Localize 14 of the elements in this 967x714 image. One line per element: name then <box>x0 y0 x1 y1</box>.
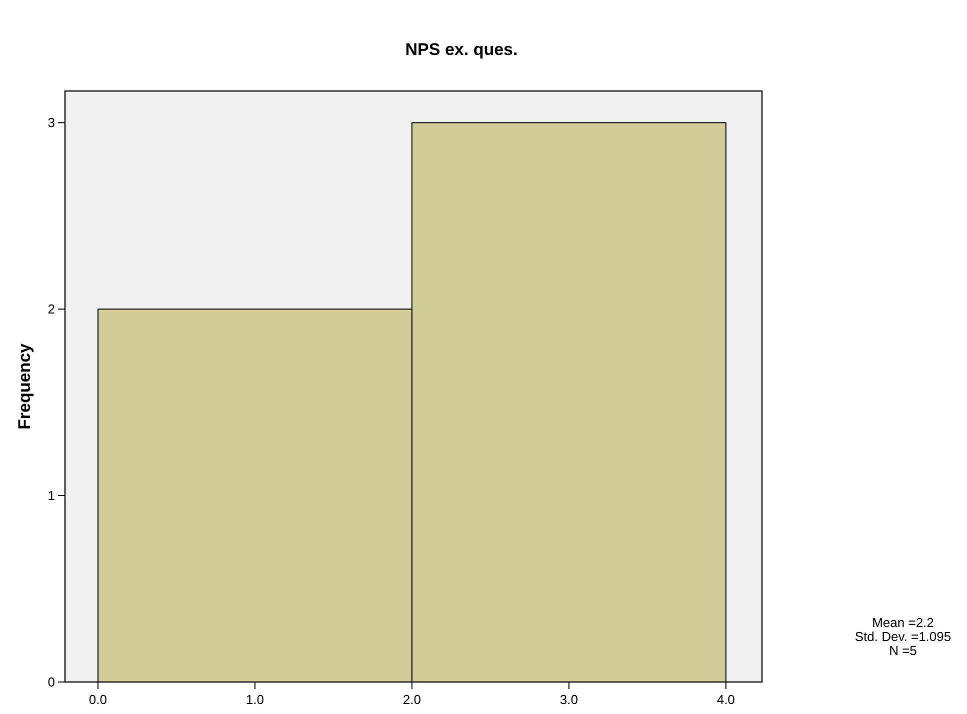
x-tick-label: 1.0 <box>246 692 264 707</box>
y-tick-label: 3 <box>48 115 55 130</box>
text: N =5 <box>889 643 917 658</box>
x-tick-label: 3.0 <box>560 692 578 707</box>
y-axis-title: Frequency <box>15 342 34 430</box>
y-tick-label: 0 <box>48 674 55 690</box>
chart-title: NPS ex. ques. <box>405 40 518 59</box>
y-tick-label: 1 <box>48 488 55 504</box>
text: Std. Dev. =1.095 <box>854 629 952 644</box>
x-tick-label: 0.0 <box>88 692 108 707</box>
y-tick-label: 2 <box>48 302 55 317</box>
text: Mean =2.2 <box>872 615 934 630</box>
x-tick-label: 2.0 <box>402 692 421 707</box>
x-tick-label: 4.0 <box>716 692 735 707</box>
